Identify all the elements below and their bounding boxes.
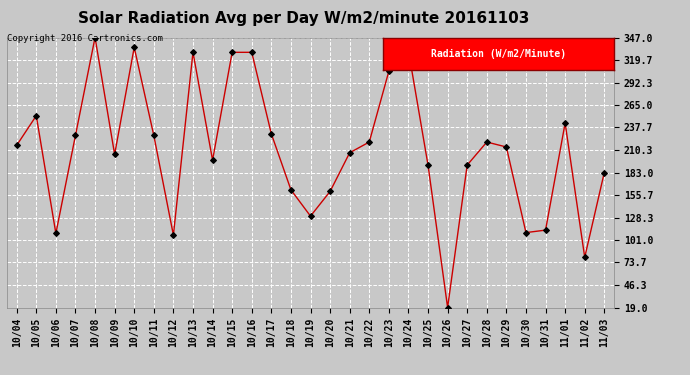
Point — [31, 113, 42, 119]
Point — [109, 152, 120, 157]
Point — [168, 232, 179, 238]
Point — [226, 50, 237, 55]
Point — [403, 48, 414, 54]
Point — [462, 162, 473, 168]
Point — [599, 170, 610, 176]
Point — [560, 120, 571, 126]
Point — [344, 150, 355, 156]
Point — [501, 144, 512, 150]
Text: Solar Radiation Avg per Day W/m2/minute 20161103: Solar Radiation Avg per Day W/m2/minute … — [78, 11, 529, 26]
Point — [579, 254, 590, 260]
Point — [481, 139, 492, 145]
Point — [384, 68, 395, 74]
Point — [422, 162, 433, 168]
Point — [50, 230, 61, 236]
Point — [90, 34, 101, 40]
Point — [188, 50, 199, 55]
Point — [70, 132, 81, 138]
Point — [207, 157, 218, 163]
Point — [129, 44, 140, 50]
Point — [520, 230, 531, 236]
Point — [11, 142, 22, 148]
Point — [246, 50, 257, 55]
Point — [442, 304, 453, 310]
Point — [540, 227, 551, 233]
Point — [266, 131, 277, 137]
Point — [305, 213, 316, 219]
Point — [286, 187, 297, 193]
Text: Copyright 2016 Cartronics.com: Copyright 2016 Cartronics.com — [7, 34, 163, 43]
Point — [148, 132, 159, 138]
Point — [364, 139, 375, 145]
Point — [324, 188, 335, 194]
